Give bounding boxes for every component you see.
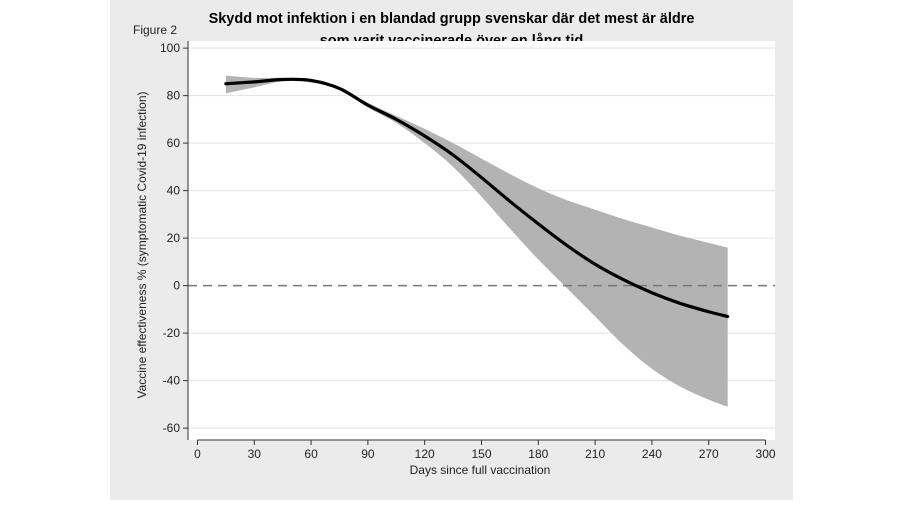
x-tick-label: 30 [248, 447, 262, 461]
x-tick-label: 0 [194, 447, 201, 461]
y-tick-label: 0 [173, 279, 180, 293]
x-axis-label: Days since full vaccination [410, 463, 551, 477]
x-tick-label: 90 [361, 447, 375, 461]
y-tick-label: -60 [163, 421, 181, 435]
x-tick-label: 240 [642, 447, 662, 461]
axes: 100 80 60 40 20 0 -20 -40 -60 0 30 60 90 120 150 180 210… [160, 41, 776, 461]
x-tick-label: 270 [699, 447, 719, 461]
y-tick-label: 40 [167, 184, 181, 198]
x-tick-label: 60 [304, 447, 318, 461]
y-axis-label: Vaccine effectiveness % (symptomatic Cov… [135, 91, 149, 398]
x-tick-label: 120 [415, 447, 435, 461]
y-tick-label: 60 [167, 136, 181, 150]
y-tick-label: -40 [163, 374, 181, 388]
x-tick-label: 150 [471, 447, 491, 461]
x-tick-label: 300 [756, 447, 776, 461]
y-tick-label: 100 [160, 41, 180, 55]
x-tick-label: 180 [528, 447, 548, 461]
chart-title-line-1: Skydd mot infektion i en blandad grupp s… [208, 11, 695, 27]
estimate-line [224, 77, 730, 319]
figure-label: Figure 2 [133, 23, 177, 37]
confidence-band [225, 75, 728, 407]
y-tick-label: 20 [167, 231, 181, 245]
y-tick-label: 80 [167, 89, 181, 103]
y-tick-label: -20 [163, 326, 181, 340]
x-tick-label: 210 [585, 447, 605, 461]
